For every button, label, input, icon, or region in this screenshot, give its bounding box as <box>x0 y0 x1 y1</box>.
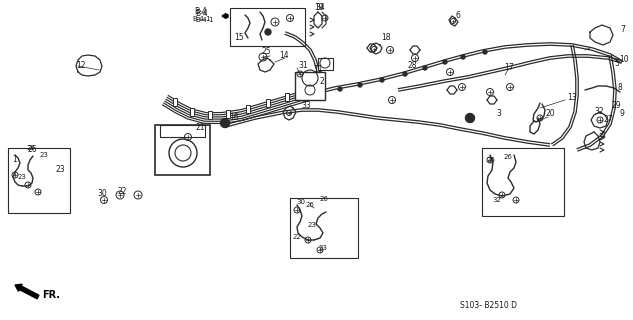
Text: 26: 26 <box>306 202 315 208</box>
Text: 25: 25 <box>262 47 272 57</box>
Text: FR.: FR. <box>42 290 60 300</box>
Text: 31: 31 <box>298 60 308 69</box>
Text: 32: 32 <box>594 108 604 116</box>
Text: 27: 27 <box>603 116 613 124</box>
Text: 26: 26 <box>28 146 37 155</box>
Text: 32: 32 <box>492 197 501 203</box>
Text: B-4: B-4 <box>194 6 207 15</box>
FancyArrow shape <box>15 284 39 299</box>
Text: 23: 23 <box>40 152 49 158</box>
Bar <box>482 148 564 216</box>
Text: 11: 11 <box>313 66 322 75</box>
Text: 23: 23 <box>56 165 66 174</box>
Bar <box>285 93 289 101</box>
Text: 6: 6 <box>455 11 460 20</box>
Bar <box>266 99 270 107</box>
Circle shape <box>265 29 271 35</box>
Text: 33: 33 <box>301 100 311 109</box>
Text: 16: 16 <box>229 114 239 123</box>
Bar <box>173 98 177 106</box>
Text: 30: 30 <box>296 199 305 205</box>
Bar <box>290 198 358 258</box>
Bar <box>318 58 333 70</box>
Bar <box>190 108 194 116</box>
Text: B-4-1: B-4-1 <box>195 17 213 23</box>
Bar <box>160 125 205 137</box>
Text: 26: 26 <box>27 145 36 151</box>
Bar <box>8 148 70 213</box>
Bar <box>208 111 212 119</box>
Circle shape <box>423 66 427 70</box>
Circle shape <box>443 60 447 64</box>
Text: 4: 4 <box>601 131 606 140</box>
Text: 19: 19 <box>314 3 323 12</box>
Bar <box>230 8 305 46</box>
Text: 1: 1 <box>12 156 16 164</box>
Text: 23: 23 <box>319 245 328 251</box>
Text: 20: 20 <box>546 109 556 118</box>
Text: 23: 23 <box>18 174 27 180</box>
Text: S103- B2510 D: S103- B2510 D <box>460 300 517 309</box>
Text: B-4: B-4 <box>195 9 208 18</box>
Text: 34: 34 <box>315 3 325 12</box>
Text: 8: 8 <box>618 84 623 92</box>
FancyArrow shape <box>222 13 228 19</box>
Text: 26: 26 <box>504 154 513 160</box>
Text: 28: 28 <box>407 60 417 69</box>
Bar <box>295 72 325 100</box>
Text: 18: 18 <box>381 34 391 43</box>
Text: 3: 3 <box>496 108 501 117</box>
Bar <box>226 110 230 118</box>
Circle shape <box>220 118 230 127</box>
Bar <box>246 105 250 113</box>
Circle shape <box>461 55 465 59</box>
Circle shape <box>483 50 487 54</box>
Circle shape <box>465 114 475 123</box>
Text: 17: 17 <box>504 63 513 73</box>
Bar <box>155 125 210 175</box>
Text: 23: 23 <box>308 222 317 228</box>
Text: 30: 30 <box>97 188 107 197</box>
Text: 26: 26 <box>487 157 496 163</box>
Text: 7: 7 <box>620 26 625 35</box>
Text: B-4-1: B-4-1 <box>192 16 211 22</box>
Text: 21: 21 <box>196 124 206 132</box>
Text: 9: 9 <box>619 108 624 117</box>
Text: 13: 13 <box>567 92 577 101</box>
Text: 10: 10 <box>619 55 629 65</box>
Text: 15: 15 <box>234 33 244 42</box>
Circle shape <box>338 87 342 91</box>
Text: 2: 2 <box>319 77 323 86</box>
Text: 14: 14 <box>279 51 289 60</box>
Circle shape <box>403 72 407 76</box>
Circle shape <box>380 78 384 82</box>
Text: 29: 29 <box>612 100 622 109</box>
Text: 22: 22 <box>118 188 127 196</box>
Text: 5: 5 <box>614 59 619 68</box>
Circle shape <box>358 83 362 87</box>
Text: 26: 26 <box>320 196 329 202</box>
Text: 12: 12 <box>76 60 85 69</box>
Text: 22: 22 <box>293 234 302 240</box>
